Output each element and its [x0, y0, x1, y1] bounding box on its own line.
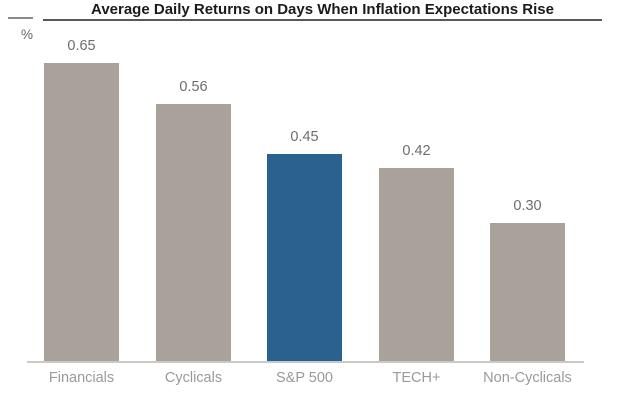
value-label: 0.42 — [402, 143, 431, 159]
y-axis-unit-label: % — [20, 27, 33, 42]
category-label: Cyclicals — [164, 370, 223, 386]
title-underline-rule — [43, 19, 602, 21]
top-left-dash-rule — [8, 17, 33, 19]
x-axis-line — [27, 361, 584, 363]
category-label: TECH+ — [392, 370, 441, 386]
bar-noncyclicals — [490, 223, 565, 361]
value-label: 0.45 — [290, 129, 319, 145]
bar-tech — [379, 168, 454, 361]
category-label: S&P 500 — [276, 370, 333, 386]
value-label: 0.30 — [513, 198, 542, 214]
bar-sp500-highlighted — [267, 154, 342, 361]
value-label: 0.56 — [179, 79, 208, 95]
category-label: Financials — [48, 370, 115, 386]
bar-financials — [44, 63, 119, 361]
bar-cyclicals — [156, 104, 231, 361]
category-label: Non-Cyclicals — [483, 370, 572, 386]
chart-title: Average Daily Returns on Days When Infla… — [91, 1, 554, 18]
value-label: 0.65 — [67, 38, 96, 54]
